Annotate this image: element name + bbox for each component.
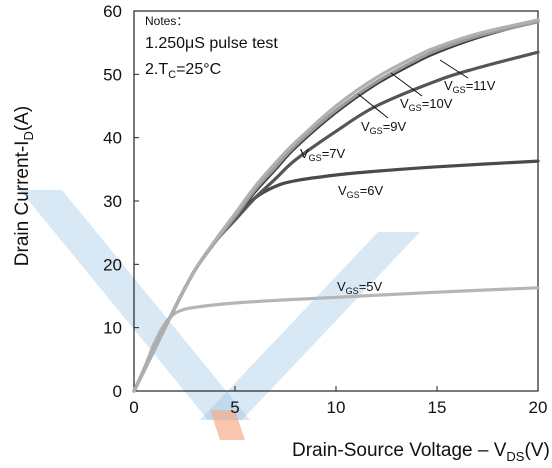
notes-header: Notes： — [145, 14, 188, 28]
curve-label: VGS=7V — [300, 146, 346, 163]
label-leaders — [357, 59, 469, 119]
x-tick-label: 0 — [129, 398, 138, 417]
y-tick-label: 10 — [103, 319, 122, 338]
y-tick-label: 20 — [103, 255, 122, 274]
y-axis-title: Drain Current-ID(A) — [12, 106, 36, 266]
y-tick-label: 40 — [103, 129, 122, 148]
x-tick-label: 10 — [327, 398, 346, 417]
curve-label: VGS=9V — [361, 119, 407, 136]
leader-line — [439, 59, 469, 79]
leader-line — [390, 72, 423, 97]
y-tick-label: 30 — [103, 192, 122, 211]
x-tick-label: 5 — [230, 398, 239, 417]
x-axis-title: Drain-Source Voltage – VDS(V) — [292, 440, 550, 464]
y-tick-label: 60 — [103, 2, 122, 21]
curve-label: VGS=6V — [338, 183, 384, 200]
y-tick-label: 0 — [113, 382, 122, 401]
y-tick-label: 50 — [103, 65, 122, 84]
axis-ticks: 0 5 10 15 20 0 10 20 30 40 50 60 — [103, 2, 547, 417]
x-tick-label: 15 — [428, 398, 447, 417]
x-tick-label: 20 — [529, 398, 548, 417]
curve-vgs-5v — [132, 286, 540, 393]
curve-label: VGS=10V — [400, 96, 453, 113]
leader-line — [357, 93, 389, 119]
watermark — [20, 190, 420, 440]
notes-line-2: 2.TC=25°C — [145, 61, 221, 81]
curve-label: VGS=11V — [444, 78, 496, 95]
curves — [132, 18, 540, 393]
notes-line-1: 1.250μS pulse test — [145, 35, 278, 52]
curve-label: VGS=5V — [337, 279, 383, 296]
curve-vgs-11v — [132, 18, 540, 393]
notes-block: Notes： 1.250μS pulse test 2.TC=25°C — [145, 14, 278, 81]
curve-vgs-7v — [132, 50, 540, 393]
